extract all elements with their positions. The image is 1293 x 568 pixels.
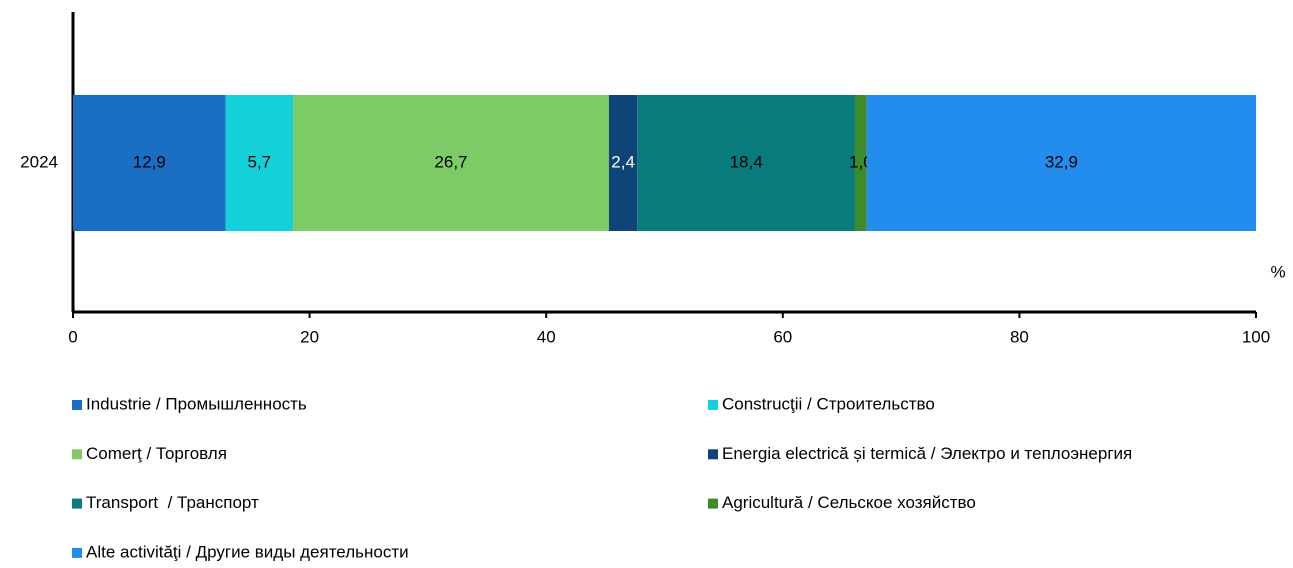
data-label: 18,4 xyxy=(730,152,763,171)
bar-segment xyxy=(225,95,294,231)
x-tick-label: 40 xyxy=(537,327,556,346)
bar-segment xyxy=(637,95,855,231)
legend-swatch xyxy=(708,449,718,460)
data-label: 12,9 xyxy=(133,152,166,171)
bar-segment xyxy=(293,95,609,231)
data-label: 26,7 xyxy=(434,152,467,171)
data-label: 1,0 xyxy=(849,152,873,171)
bar-segment xyxy=(854,95,867,231)
bar-segment xyxy=(608,95,638,231)
x-axis-label: % xyxy=(1270,262,1285,281)
data-label: 2,4 xyxy=(611,152,635,171)
legend-label: Energia electrică și termică / Электро и… xyxy=(722,444,1132,463)
legend-label: Agricultură / Сельское хозяйство xyxy=(722,493,976,512)
x-tick-label: 80 xyxy=(1010,327,1029,346)
x-tick-label: 0 xyxy=(68,327,77,346)
x-tick-label: 20 xyxy=(300,327,319,346)
legend-swatch xyxy=(72,547,82,558)
data-label: 5,7 xyxy=(248,152,272,171)
legend-label: Construcţii / Строительство xyxy=(722,394,935,413)
data-label: 32,9 xyxy=(1045,152,1078,171)
legend-label: Alte activităţi / Другие виды деятельнос… xyxy=(86,542,409,561)
legend-label: Industrie / Промышленность xyxy=(86,394,307,413)
legend-swatch xyxy=(72,400,82,410)
y-tick-label: 2024 xyxy=(20,152,58,171)
legend-label: Transport / Транспорт xyxy=(86,493,259,512)
bar-segment xyxy=(866,95,1256,231)
legend-swatch xyxy=(72,498,82,509)
legend-swatch xyxy=(72,449,82,460)
x-tick-label: 60 xyxy=(773,327,792,346)
legend-swatch xyxy=(708,498,718,509)
legend-swatch xyxy=(708,400,718,410)
bar-segment xyxy=(73,95,226,231)
x-tick-label: 100 xyxy=(1242,327,1270,346)
legend-label: Comerţ / Торговля xyxy=(86,444,227,463)
